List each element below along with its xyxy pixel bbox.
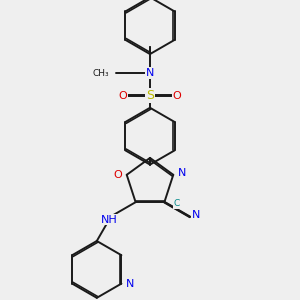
Text: O: O bbox=[114, 170, 122, 180]
Text: N: N bbox=[126, 279, 134, 289]
Text: NH: NH bbox=[101, 214, 117, 224]
Text: CH₃: CH₃ bbox=[93, 68, 109, 77]
Text: N: N bbox=[178, 168, 186, 178]
Text: O: O bbox=[172, 91, 181, 100]
Text: O: O bbox=[119, 91, 128, 100]
Text: S: S bbox=[146, 89, 154, 102]
Text: N: N bbox=[192, 210, 200, 220]
Text: N: N bbox=[146, 68, 154, 78]
Text: C: C bbox=[174, 199, 180, 208]
